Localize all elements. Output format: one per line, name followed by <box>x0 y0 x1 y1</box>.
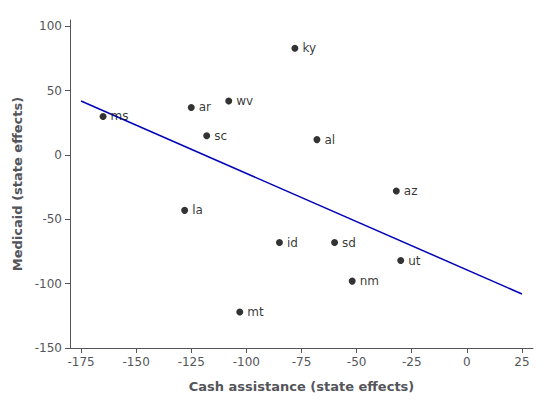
svg-text:nm: nm <box>360 274 379 288</box>
svg-text:ar: ar <box>199 100 211 114</box>
svg-text:ut: ut <box>408 254 421 268</box>
svg-text:-125: -125 <box>178 355 205 369</box>
svg-text:la: la <box>192 203 203 217</box>
svg-text:-150: -150 <box>123 355 150 369</box>
svg-text:0: 0 <box>54 148 62 162</box>
svg-text:az: az <box>404 184 418 198</box>
svg-text:Cash assistance (state effects: Cash assistance (state effects) <box>189 379 415 394</box>
svg-text:-50: -50 <box>347 355 367 369</box>
svg-text:100: 100 <box>39 19 62 33</box>
svg-text:-175: -175 <box>67 355 94 369</box>
svg-text:-25: -25 <box>402 355 422 369</box>
svg-text:-50: -50 <box>42 212 62 226</box>
svg-text:sc: sc <box>214 129 227 143</box>
svg-text:Medicaid (state effects): Medicaid (state effects) <box>10 97 25 271</box>
svg-text:ms: ms <box>111 109 129 123</box>
svg-text:-150: -150 <box>35 341 62 355</box>
svg-text:0: 0 <box>463 355 471 369</box>
svg-text:id: id <box>287 236 298 250</box>
svg-text:mt: mt <box>247 305 264 319</box>
svg-text:50: 50 <box>47 84 62 98</box>
svg-text:-100: -100 <box>233 355 260 369</box>
svg-text:-75: -75 <box>292 355 312 369</box>
svg-text:sd: sd <box>342 236 356 250</box>
svg-text:25: 25 <box>514 355 529 369</box>
svg-text:ky: ky <box>302 41 316 55</box>
svg-text:al: al <box>324 133 335 147</box>
svg-text:-100: -100 <box>35 277 62 291</box>
svg-text:wv: wv <box>236 94 253 108</box>
